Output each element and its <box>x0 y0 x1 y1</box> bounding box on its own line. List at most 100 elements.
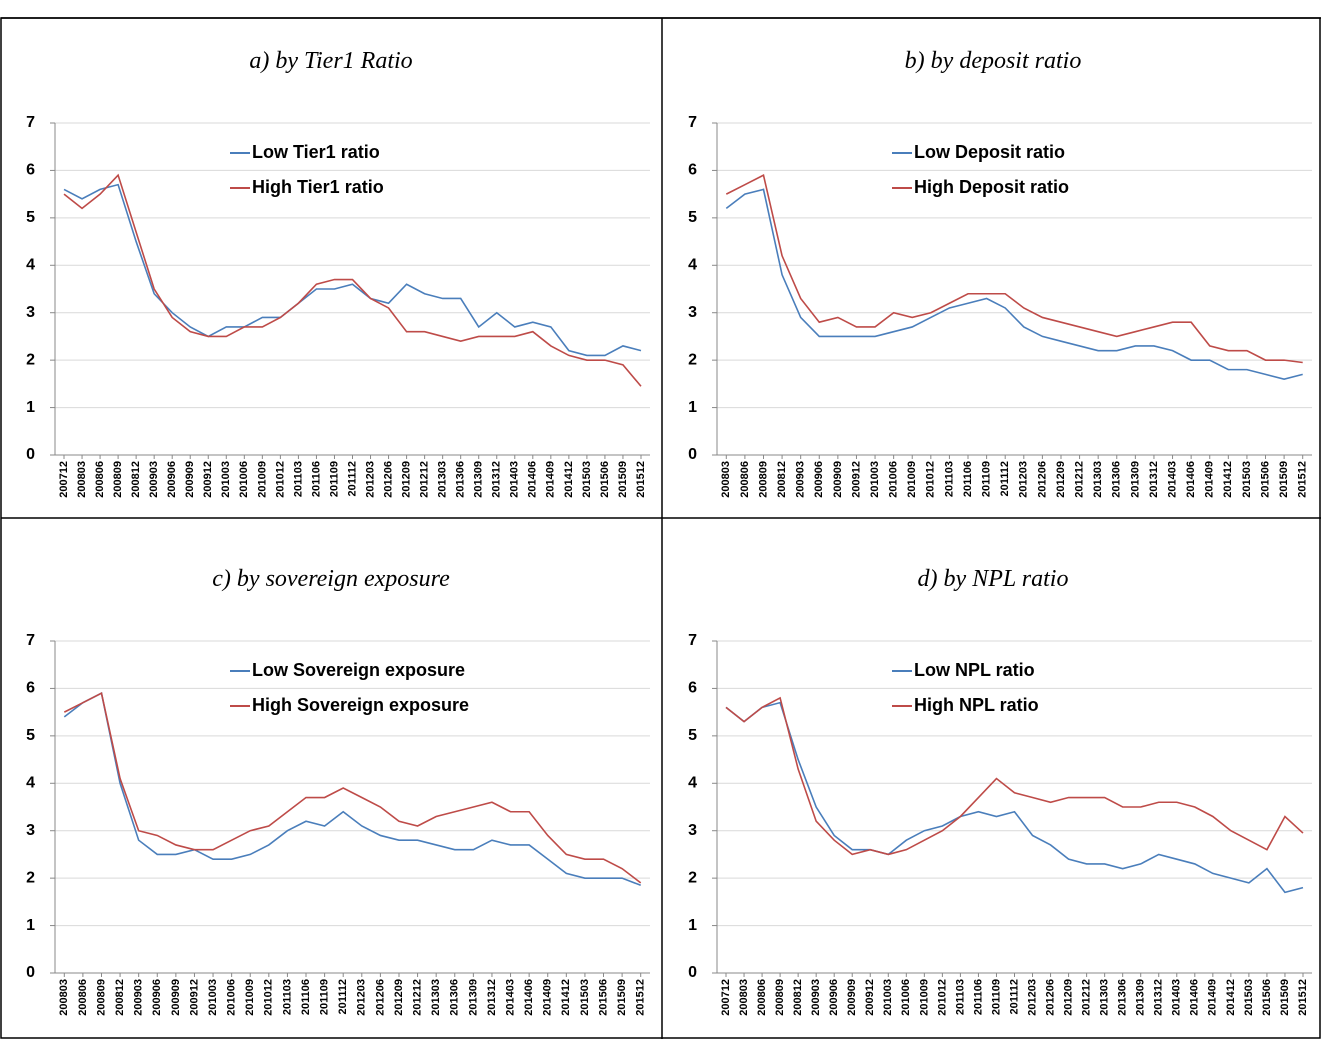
x-tick-label: 201406 <box>1185 461 1197 498</box>
x-tick-label: 200812 <box>792 979 804 1016</box>
x-tick-label: 201209 <box>400 461 412 498</box>
x-tick-label: 201209 <box>1062 979 1074 1016</box>
x-tick-label: 201103 <box>943 461 955 497</box>
x-tick-label: 201212 <box>1081 979 1093 1016</box>
x-tick-label: 200806 <box>739 461 751 498</box>
x-tick-label: 201309 <box>1135 979 1147 1016</box>
x-tick-label: 200803 <box>738 979 750 1016</box>
x-tick-label: 201009 <box>244 979 256 1016</box>
y-tick-label: 0 <box>688 446 697 463</box>
x-tick-label: 201006 <box>900 979 912 1016</box>
x-tick-label: 201309 <box>473 461 485 498</box>
x-tick-label: 201206 <box>1036 461 1048 498</box>
x-tick-label: 200903 <box>795 461 807 498</box>
x-tick-label: 201409 <box>545 461 557 498</box>
x-tick-label: 200912 <box>864 979 876 1016</box>
legend-label: High Deposit ratio <box>914 177 1069 197</box>
x-tick-label: 201403 <box>509 461 521 498</box>
x-tick-label: 201012 <box>936 979 948 1016</box>
legend-label: Low Sovereign exposure <box>252 660 465 680</box>
x-tick-label: 200903 <box>810 979 822 1016</box>
x-tick-label: 201406 <box>527 461 539 498</box>
x-tick-label: 201206 <box>382 461 394 498</box>
legend-label: Low Deposit ratio <box>914 142 1065 162</box>
panel-title: a) by Tier1 Ratio <box>249 48 412 74</box>
x-tick-label: 200906 <box>151 979 163 1016</box>
y-tick-label: 7 <box>688 632 697 649</box>
x-tick-label: 201203 <box>1018 461 1030 498</box>
x-tick-label: 201303 <box>1092 461 1104 498</box>
x-tick-label: 201212 <box>411 979 423 1016</box>
x-tick-label: 201203 <box>1026 979 1038 1016</box>
y-tick-label: 5 <box>26 727 35 744</box>
x-tick-label: 201306 <box>455 461 467 498</box>
y-tick-label: 4 <box>26 257 35 274</box>
x-tick-label: 201403 <box>1166 461 1178 498</box>
x-tick-label: 201509 <box>616 979 628 1016</box>
y-tick-label: 1 <box>688 399 697 416</box>
x-tick-label: 200803 <box>720 461 732 498</box>
x-tick-label: 200912 <box>850 461 862 498</box>
x-tick-label: 201512 <box>1297 979 1309 1016</box>
x-tick-label: 201409 <box>1204 461 1216 498</box>
x-tick-label: 201312 <box>491 461 503 498</box>
x-tick-label: 201212 <box>419 461 431 498</box>
x-tick-label: 200806 <box>77 979 89 1016</box>
y-tick-label: 7 <box>688 114 697 131</box>
x-tick-label: 201512 <box>635 461 647 498</box>
x-tick-label: 201212 <box>1073 461 1085 498</box>
x-tick-label: 200809 <box>112 461 124 498</box>
x-tick-label: 200812 <box>130 461 142 498</box>
x-tick-label: 201106 <box>300 979 312 1015</box>
y-tick-label: 0 <box>688 964 697 981</box>
series-line <box>63 691 641 887</box>
x-tick-label: 200803 <box>76 461 88 498</box>
x-tick-label: 201006 <box>888 461 900 498</box>
x-tick-label: 201206 <box>374 979 386 1016</box>
x-tick-label: 201303 <box>430 979 442 1016</box>
panel-title: b) by deposit ratio <box>905 48 1082 74</box>
x-tick-label: 201106 <box>972 979 984 1015</box>
y-tick-label: 5 <box>688 209 697 226</box>
x-tick-label: 201506 <box>1261 979 1273 1016</box>
y-tick-label: 1 <box>26 399 35 416</box>
y-tick-label: 3 <box>26 304 35 321</box>
x-tick-label: 201009 <box>906 461 918 498</box>
x-tick-label: 200812 <box>776 461 788 498</box>
y-tick-label: 6 <box>26 680 35 697</box>
x-tick-label: 201003 <box>882 979 894 1016</box>
y-tick-label: 5 <box>26 209 35 226</box>
x-tick-label: 201112 <box>346 461 358 497</box>
x-tick-label: 201012 <box>263 979 275 1016</box>
panel-title: c) by sovereign exposure <box>212 566 450 592</box>
y-tick-label: 7 <box>26 632 35 649</box>
x-tick-label: 201003 <box>207 979 219 1016</box>
x-tick-label: 201506 <box>599 461 611 498</box>
x-tick-label: 201303 <box>437 461 449 498</box>
x-tick-label: 201503 <box>581 461 593 498</box>
x-tick-label: 201012 <box>925 461 937 498</box>
x-tick-label: 201412 <box>1225 979 1237 1016</box>
series-line <box>63 691 642 884</box>
x-tick-label: 201412 <box>1222 461 1234 498</box>
x-tick-label: 201306 <box>449 979 461 1016</box>
x-tick-label: 200906 <box>813 461 825 498</box>
x-tick-label: 200812 <box>114 979 126 1016</box>
series-line <box>725 173 1303 364</box>
x-tick-label: 201203 <box>364 461 376 498</box>
x-tick-label: 201203 <box>356 979 368 1016</box>
x-tick-label: 201506 <box>597 979 609 1016</box>
x-tick-label: 201503 <box>1241 461 1253 498</box>
x-tick-label: 201009 <box>256 461 268 498</box>
x-tick-label: 201412 <box>563 461 575 498</box>
x-tick-label: 201012 <box>274 461 286 498</box>
x-tick-label: 201509 <box>1279 979 1291 1016</box>
x-tick-label: 200809 <box>95 979 107 1016</box>
legend-label: High NPL ratio <box>914 695 1039 715</box>
x-tick-label: 200712 <box>720 979 732 1016</box>
x-tick-label: 200809 <box>757 461 769 498</box>
y-tick-label: 1 <box>688 917 697 934</box>
series-line <box>725 188 1303 380</box>
x-tick-label: 201109 <box>319 979 331 1015</box>
